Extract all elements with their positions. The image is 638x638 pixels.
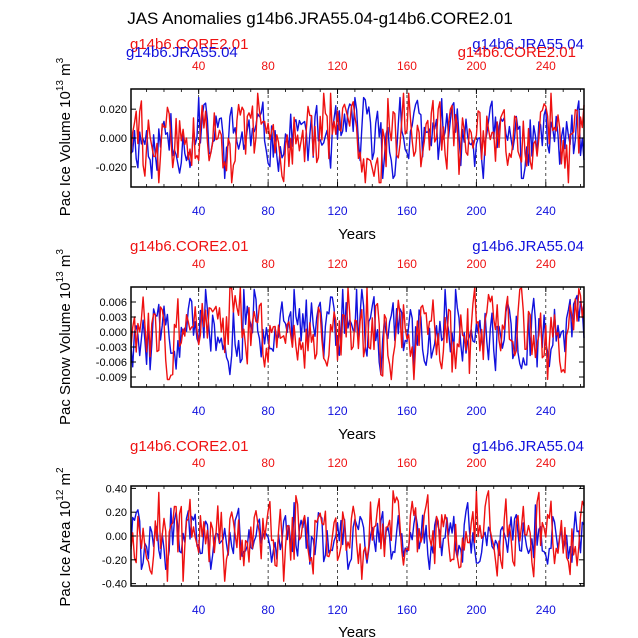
y-tick-label: 0.003 — [99, 312, 127, 324]
x-tick-label-top: 240 — [536, 257, 556, 271]
series-line-g14b6.CORE2.01 — [130, 490, 585, 582]
x-tick-label-top: 160 — [397, 456, 417, 470]
x-tick-label-bottom: 80 — [261, 404, 275, 418]
x-tick-label-bottom: 200 — [466, 603, 486, 617]
x-tick-label-top: 240 — [536, 456, 556, 470]
y-tick-label: 0.20 — [106, 507, 127, 519]
y-tick-label: 0.020 — [99, 104, 127, 116]
x-tick-label-bottom: 160 — [397, 404, 417, 418]
x-tick-label-bottom: 120 — [328, 204, 348, 218]
y-axis-label: Pac Snow Volume 1013 m3 — [55, 249, 74, 425]
y-tick-label: 0.006 — [99, 297, 127, 309]
x-tick-label-top: 120 — [328, 456, 348, 470]
panel-title-left: g14b6.CORE2.01 — [130, 36, 248, 53]
x-tick-label-bottom: 240 — [536, 603, 556, 617]
series-line-g14b6.JRA55.04 — [130, 96, 585, 180]
x-tick-label-bottom: 80 — [261, 603, 275, 617]
panel-ice-area: g14b6.CORE2.01 g14b6.JRA55.04 Pac Ice Ar… — [55, 438, 585, 638]
y-tick-label: 0.000 — [99, 133, 127, 145]
series-line-g14b6.CORE2.01 — [130, 287, 585, 381]
x-tick-label-bottom: 40 — [192, 404, 206, 418]
x-axis-label: Years — [338, 226, 376, 243]
panel-title-left: g14b6.CORE2.01 — [130, 438, 248, 455]
x-tick-label-top: 80 — [261, 257, 275, 271]
x-axis-label: Years — [338, 426, 376, 443]
panel-title-left: g14b6.CORE2.01 — [130, 238, 248, 255]
x-tick-label-top: 80 — [261, 59, 275, 73]
series-line-g14b6.CORE2.01 — [130, 92, 585, 184]
panel-snow-volume: g14b6.CORE2.01 g14b6.JRA55.04 Pac Snow V… — [55, 238, 585, 443]
panel-title-right: g14b6.JRA55.04 — [472, 438, 584, 455]
y-tick-label: -0.20 — [102, 555, 127, 567]
x-axis-label: Years — [338, 624, 376, 638]
y-tick-label: -0.009 — [96, 372, 127, 384]
y-tick-label: -0.006 — [96, 357, 127, 369]
x-tick-label-bottom: 160 — [397, 603, 417, 617]
x-tick-label-bottom: 120 — [328, 603, 348, 617]
x-tick-label-bottom: 240 — [536, 204, 556, 218]
y-tick-label: 0.000 — [99, 327, 127, 339]
x-tick-label-bottom: 200 — [466, 204, 486, 218]
y-tick-label: -0.003 — [96, 342, 127, 354]
x-tick-label-top: 40 — [192, 59, 206, 73]
panel-title-right: g14b6.JRA55.04 — [472, 238, 584, 255]
x-tick-label-bottom: 40 — [192, 603, 206, 617]
x-tick-label-bottom: 200 — [466, 404, 486, 418]
y-tick-label: -0.020 — [96, 162, 127, 174]
series-line-g14b6.JRA55.04 — [130, 502, 585, 570]
x-tick-label-top: 40 — [192, 456, 206, 470]
x-tick-label-top: 160 — [397, 257, 417, 271]
panel-ice-volume: g14b6.CORE2.01 g14b6.JRA55.04 g14b6.JRA5… — [55, 36, 585, 243]
x-tick-label-top: 80 — [261, 456, 275, 470]
x-tick-label-top: 120 — [328, 257, 348, 271]
x-tick-label-top: 200 — [466, 456, 486, 470]
y-axis-label: Pac Ice Area 1012 m2 — [55, 467, 74, 607]
panel-title-left-overlap: g14b6.JRA55.04 — [126, 44, 238, 61]
y-tick-label: 0.00 — [106, 531, 127, 543]
x-tick-label-bottom: 160 — [397, 204, 417, 218]
panel-title-right: g14b6.JRA55.04 — [472, 36, 584, 53]
x-tick-label-top: 160 — [397, 59, 417, 73]
x-tick-label-top: 120 — [328, 59, 348, 73]
y-tick-label: -0.40 — [102, 579, 127, 591]
x-tick-label-bottom: 40 — [192, 204, 206, 218]
x-tick-label-top: 40 — [192, 257, 206, 271]
panel-title-right-overlap: g14b6.CORE2.01 — [458, 44, 576, 61]
x-tick-label-bottom: 80 — [261, 204, 275, 218]
x-tick-label-bottom: 120 — [328, 404, 348, 418]
figure-title: JAS Anomalies g14b6.JRA55.04-g14b6.CORE2… — [127, 9, 513, 28]
plot-frame — [130, 286, 585, 388]
x-tick-label-top: 200 — [466, 59, 486, 73]
y-tick-label: 0.40 — [106, 483, 127, 495]
x-tick-label-top: 240 — [536, 59, 556, 73]
x-tick-label-top: 200 — [466, 257, 486, 271]
y-axis-label: Pac Ice Volume 1013 m3 — [55, 57, 74, 216]
x-tick-label-bottom: 240 — [536, 404, 556, 418]
